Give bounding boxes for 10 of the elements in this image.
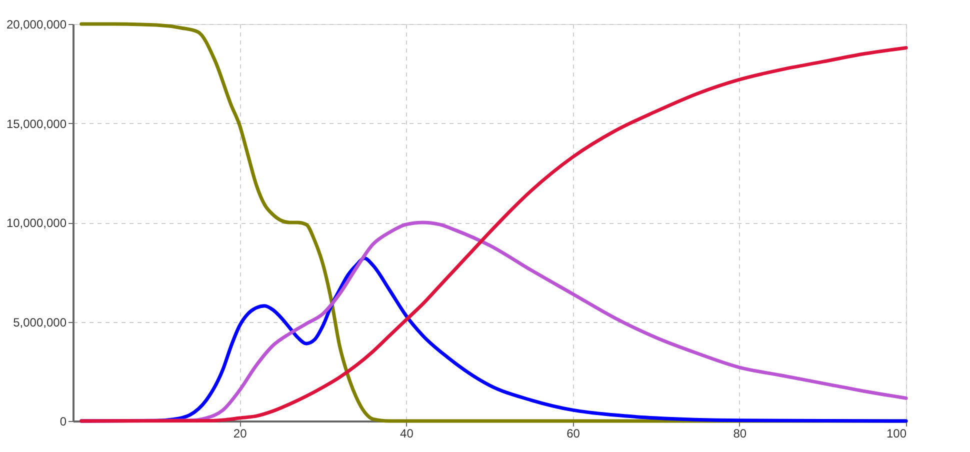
y-tick-label: 0 <box>60 414 67 428</box>
y-tick-label: 15,000,000 <box>6 116 67 131</box>
y-tick-label: 10,000,000 <box>6 216 67 230</box>
y-tick-label: 20,000,000 <box>6 18 67 32</box>
x-tick-label: 20 <box>233 426 248 440</box>
x-tick-label: 80 <box>733 426 747 440</box>
x-tick-label: 100 <box>886 426 907 440</box>
x-tick-label: 60 <box>566 426 580 440</box>
x-tick-label: 40 <box>400 426 414 440</box>
y-tick-label: 5,000,000 <box>13 315 67 330</box>
